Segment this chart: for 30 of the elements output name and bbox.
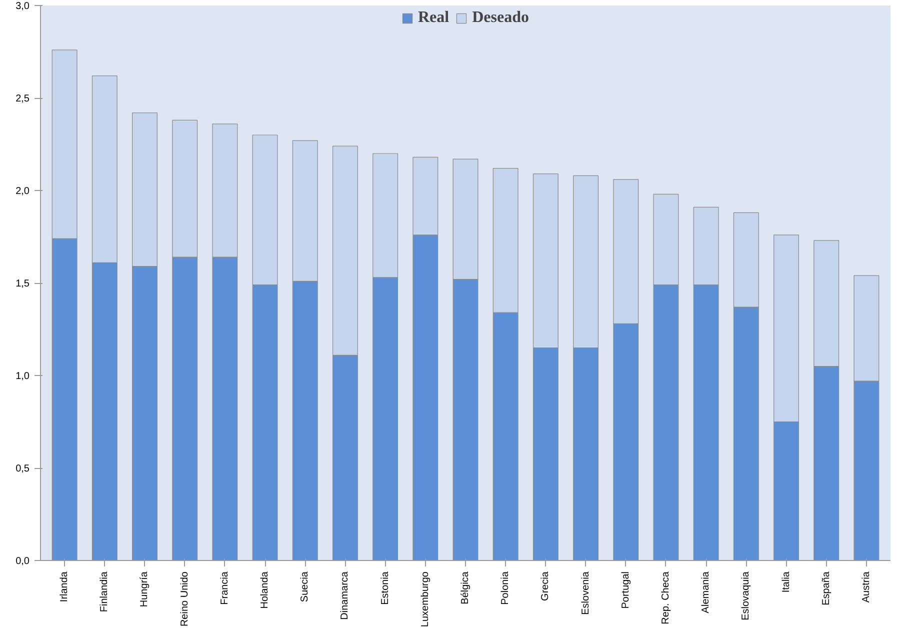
x-tick-label: Irlanda (59, 571, 70, 602)
x-tick-label: Grecia (540, 571, 552, 601)
legend-label: Real (418, 9, 450, 27)
x-tick-label: España (820, 571, 832, 606)
legend-label: Deseado (472, 9, 529, 27)
x-tick-label: Francia (219, 571, 230, 605)
x-tick-label: Bélgica (460, 571, 471, 604)
y-tick-label: 2,5 (16, 94, 30, 104)
x-tick-label: Luxemburgo (420, 571, 431, 628)
x-tick-label: Suecia (300, 571, 311, 602)
y-tick-label: 2,0 (16, 186, 30, 197)
x-tick-label: Eslovenia (580, 571, 592, 615)
x-tick-label: Eslovaquia (740, 571, 752, 620)
y-tick-label: 0,0 (16, 556, 30, 567)
y-tick-label: 3,0 (16, 1, 30, 12)
y-tick-label: 0,5 (16, 464, 30, 474)
x-tick-label: Italia (780, 571, 792, 593)
y-tick-label: 1,0 (16, 371, 30, 382)
x-tick-label: Hungría (139, 571, 150, 608)
x-tick-label: Finlandia (99, 571, 110, 612)
x-tick-label: Rep. Checa (660, 571, 672, 624)
x-tick-label: Holanda (260, 571, 271, 609)
x-tick-label: Estonia (380, 571, 391, 605)
x-tick-label: Polonia (500, 571, 512, 605)
x-tick-label: Reino Unido (179, 571, 190, 627)
x-tick-label: Austria (860, 571, 872, 603)
y-tick-label: 1,5 (16, 278, 30, 290)
x-tick-label: Alemania (700, 571, 712, 614)
x-tick-label: Portugal (620, 571, 632, 609)
x-tick-label: Dinamarca (340, 571, 351, 620)
